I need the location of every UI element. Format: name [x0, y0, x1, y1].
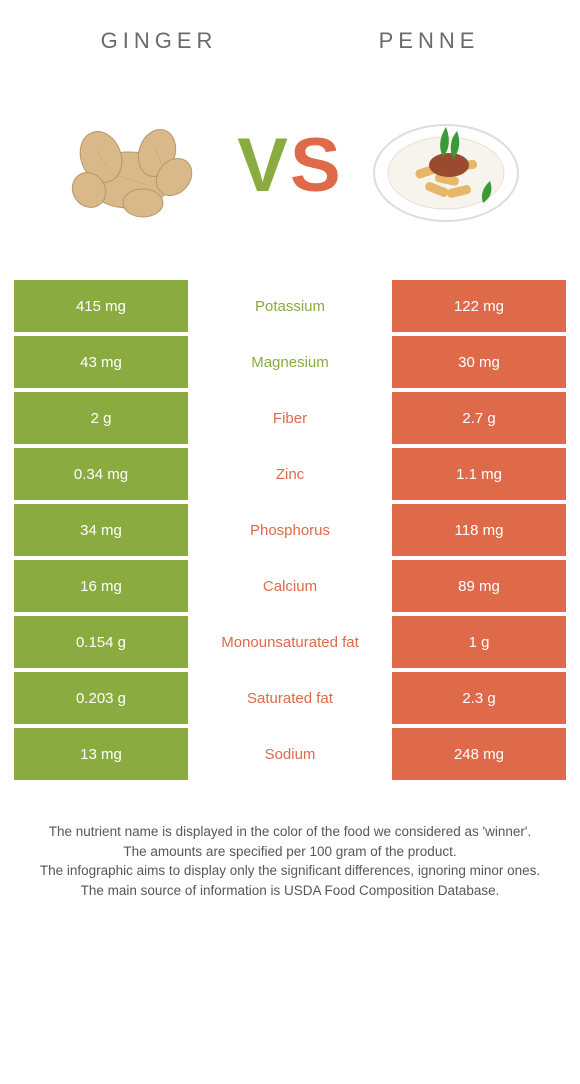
left-value: 0.34 mg: [14, 448, 188, 500]
ginger-icon: [49, 80, 219, 250]
footer-line-4: The main source of information is USDA F…: [10, 881, 570, 901]
table-row: 0.34 mgZinc1.1 mg: [14, 448, 566, 500]
table-row: 13 mgSodium248 mg: [14, 728, 566, 780]
table-row: 43 mgMagnesium30 mg: [14, 336, 566, 388]
right-value: 89 mg: [392, 560, 566, 612]
left-value: 0.154 g: [14, 616, 188, 668]
table-row: 2 gFiber2.7 g: [14, 392, 566, 444]
nutrient-label: Calcium: [192, 560, 388, 612]
footer-line-1: The nutrient name is displayed in the co…: [10, 822, 570, 842]
left-food-title: GINGER: [101, 28, 218, 54]
header: GINGER PENNE: [0, 0, 580, 72]
footer-line-2: The amounts are specified per 100 gram o…: [10, 842, 570, 862]
right-value: 118 mg: [392, 504, 566, 556]
right-value: 1 g: [392, 616, 566, 668]
nutrient-label: Zinc: [192, 448, 388, 500]
images-row: VS: [0, 72, 580, 280]
left-value: 0.203 g: [14, 672, 188, 724]
right-value: 2.7 g: [392, 392, 566, 444]
nutrient-label: Saturated fat: [192, 672, 388, 724]
table-row: 34 mgPhosphorus118 mg: [14, 504, 566, 556]
footer-notes: The nutrient name is displayed in the co…: [0, 780, 580, 920]
left-value: 16 mg: [14, 560, 188, 612]
table-row: 415 mgPotassium122 mg: [14, 280, 566, 332]
right-value: 122 mg: [392, 280, 566, 332]
right-value: 30 mg: [392, 336, 566, 388]
nutrient-label: Potassium: [192, 280, 388, 332]
nutrient-label: Monounsaturated fat: [192, 616, 388, 668]
footer-line-3: The infographic aims to display only the…: [10, 861, 570, 881]
left-value: 2 g: [14, 392, 188, 444]
right-value: 2.3 g: [392, 672, 566, 724]
nutrient-label: Fiber: [192, 392, 388, 444]
left-value: 13 mg: [14, 728, 188, 780]
table-row: 16 mgCalcium89 mg: [14, 560, 566, 612]
penne-icon: [361, 80, 531, 250]
left-value: 415 mg: [14, 280, 188, 332]
nutrient-label: Phosphorus: [192, 504, 388, 556]
nutrition-table: 415 mgPotassium122 mg43 mgMagnesium30 mg…: [0, 280, 580, 780]
right-value: 248 mg: [392, 728, 566, 780]
vs-label: VS: [237, 122, 342, 209]
table-row: 0.154 gMonounsaturated fat1 g: [14, 616, 566, 668]
vs-v: V: [237, 123, 290, 208]
table-row: 0.203 gSaturated fat2.3 g: [14, 672, 566, 724]
right-value: 1.1 mg: [392, 448, 566, 500]
left-value: 43 mg: [14, 336, 188, 388]
vs-s: S: [290, 123, 343, 208]
right-food-title: PENNE: [379, 28, 480, 54]
nutrient-label: Magnesium: [192, 336, 388, 388]
nutrient-label: Sodium: [192, 728, 388, 780]
left-value: 34 mg: [14, 504, 188, 556]
